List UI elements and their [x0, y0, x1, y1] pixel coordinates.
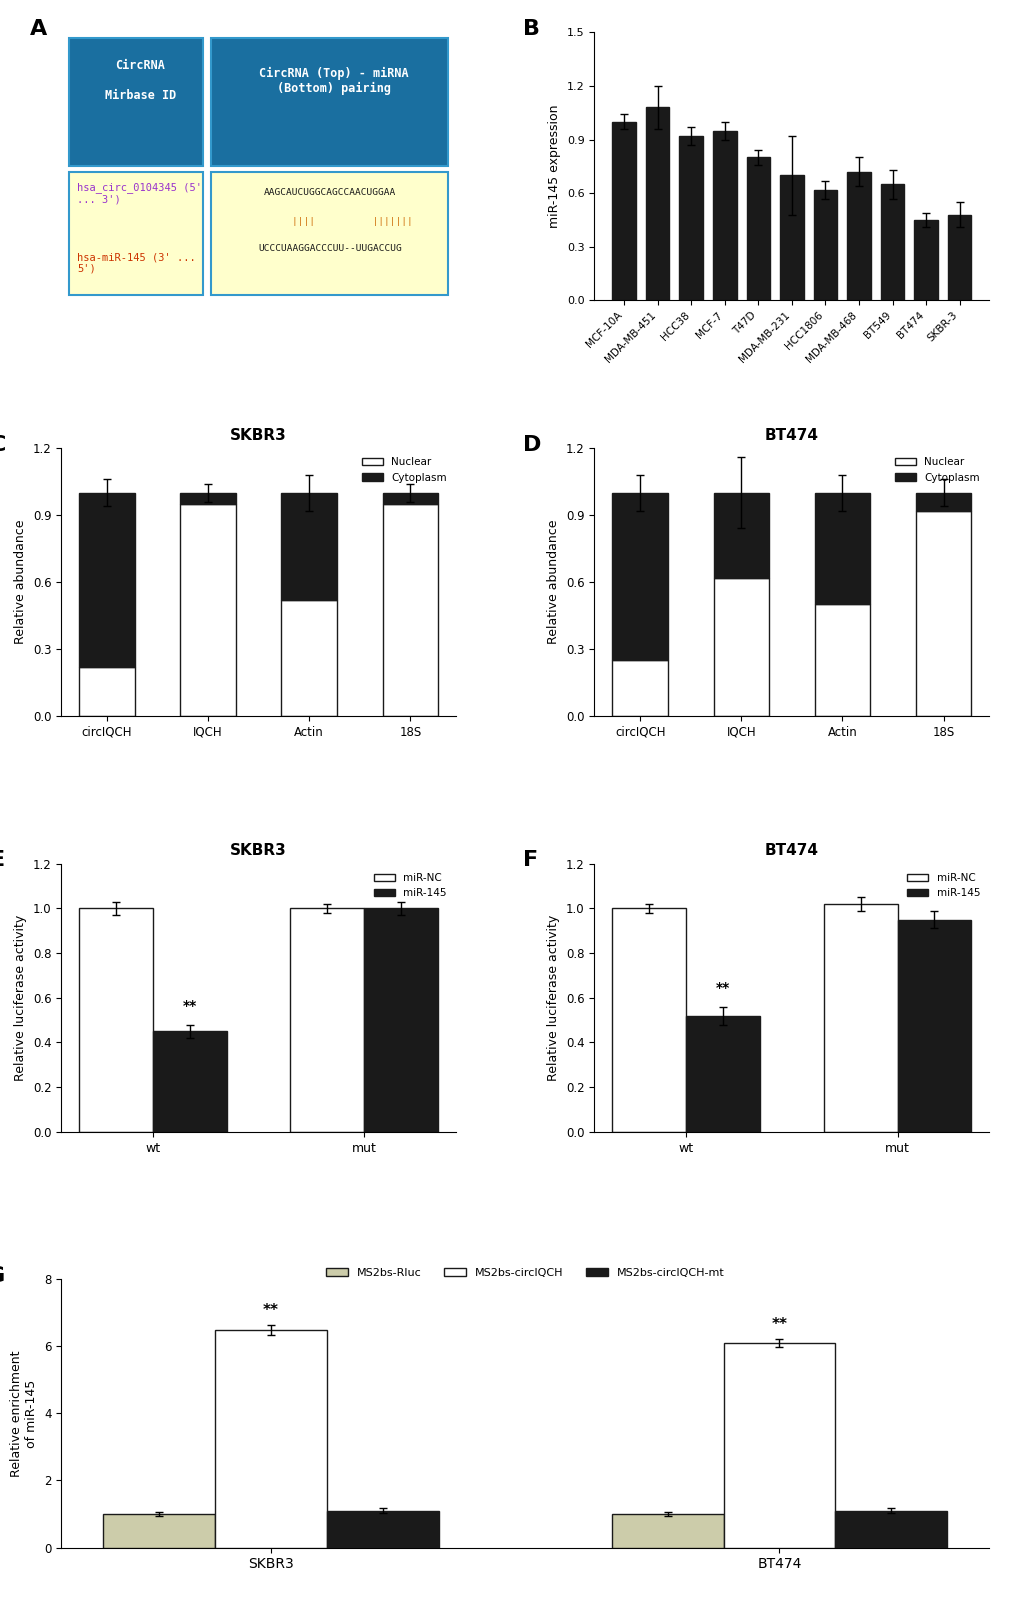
Bar: [79, 667, 135, 716]
Bar: [79, 908, 153, 1132]
Text: hsa_circ_0104345 (5'
... 3'): hsa_circ_0104345 (5' ... 3'): [76, 182, 202, 205]
Bar: [847, 172, 870, 300]
Bar: [327, 1510, 438, 1548]
Bar: [780, 176, 803, 300]
Bar: [915, 511, 970, 716]
Bar: [180, 505, 235, 716]
Text: D: D: [523, 435, 541, 455]
Bar: [611, 493, 667, 661]
Title: SKBR3: SKBR3: [230, 843, 286, 858]
Text: G: G: [0, 1265, 5, 1286]
Bar: [281, 493, 336, 600]
Y-axis label: Relative luciferase activity: Relative luciferase activity: [14, 914, 28, 1082]
Bar: [835, 1510, 947, 1548]
Bar: [364, 908, 438, 1132]
Text: **: **: [263, 1302, 279, 1319]
Legend: miR-NC, miR-145: miR-NC, miR-145: [370, 869, 450, 903]
Bar: [103, 1514, 215, 1548]
Bar: [813, 190, 837, 300]
Bar: [880, 184, 904, 300]
Bar: [79, 493, 135, 667]
Bar: [947, 214, 970, 300]
Y-axis label: Relative abundance: Relative abundance: [547, 519, 559, 645]
Text: hsa-miR-145 (3' ...
5'): hsa-miR-145 (3' ... 5'): [76, 251, 196, 274]
Text: ||||          |||||||: |||| |||||||: [292, 218, 413, 226]
Text: E: E: [0, 850, 5, 870]
Bar: [180, 493, 235, 505]
Text: AAGCAUCUGGCAGCCAACUGGAA: AAGCAUCUGGCAGCCAACUGGAA: [263, 187, 395, 197]
Y-axis label: Relative abundance: Relative abundance: [14, 519, 28, 645]
Bar: [382, 493, 438, 505]
Y-axis label: miR-145 expression: miR-145 expression: [548, 105, 560, 227]
Bar: [215, 1330, 327, 1548]
Text: **: **: [182, 999, 197, 1014]
Y-axis label: Relative enrichment
of miR-145: Relative enrichment of miR-145: [10, 1351, 39, 1477]
Text: CircRNA (Top) - miRNA
(Bottom) pairing: CircRNA (Top) - miRNA (Bottom) pairing: [259, 66, 409, 95]
Bar: [915, 493, 970, 511]
Text: CircRNA

Mirbase ID: CircRNA Mirbase ID: [105, 60, 175, 102]
Bar: [611, 908, 686, 1132]
Bar: [913, 219, 936, 300]
Bar: [713, 493, 768, 577]
Bar: [814, 493, 869, 604]
Title: SKBR3: SKBR3: [230, 427, 286, 443]
Text: A: A: [30, 19, 47, 39]
FancyBboxPatch shape: [69, 37, 203, 166]
Bar: [814, 604, 869, 716]
Bar: [746, 158, 769, 300]
Bar: [645, 108, 668, 300]
Y-axis label: Relative luciferase activity: Relative luciferase activity: [547, 914, 559, 1082]
Legend: Nuclear, Cytoplasm: Nuclear, Cytoplasm: [891, 453, 983, 487]
Legend: miR-NC, miR-145: miR-NC, miR-145: [902, 869, 983, 903]
Bar: [611, 1514, 722, 1548]
FancyBboxPatch shape: [211, 172, 447, 295]
Bar: [611, 661, 667, 716]
Bar: [290, 908, 364, 1132]
Bar: [897, 919, 970, 1132]
Title: BT474: BT474: [764, 843, 818, 858]
Bar: [822, 904, 897, 1132]
Text: **: **: [770, 1317, 787, 1332]
Bar: [281, 600, 336, 716]
Bar: [712, 131, 736, 300]
Bar: [611, 121, 635, 300]
Legend: MS2bs-Rluc, MS2bs-circIQCH, MS2bs-circIQCH-mt: MS2bs-Rluc, MS2bs-circIQCH, MS2bs-circIQ…: [321, 1264, 729, 1282]
Bar: [713, 577, 768, 716]
Text: F: F: [523, 850, 538, 870]
Bar: [722, 1343, 835, 1548]
FancyBboxPatch shape: [69, 172, 203, 295]
Bar: [686, 1016, 759, 1132]
Text: UCCCUAAGGACCCUU--UUGACCUG: UCCCUAAGGACCCUU--UUGACCUG: [258, 243, 401, 253]
Text: B: B: [523, 19, 540, 39]
FancyBboxPatch shape: [211, 37, 447, 166]
Text: **: **: [715, 982, 730, 996]
Bar: [382, 505, 438, 716]
Legend: Nuclear, Cytoplasm: Nuclear, Cytoplasm: [358, 453, 450, 487]
Bar: [153, 1032, 227, 1132]
Bar: [679, 135, 702, 300]
Text: C: C: [0, 435, 6, 455]
Title: BT474: BT474: [764, 427, 818, 443]
